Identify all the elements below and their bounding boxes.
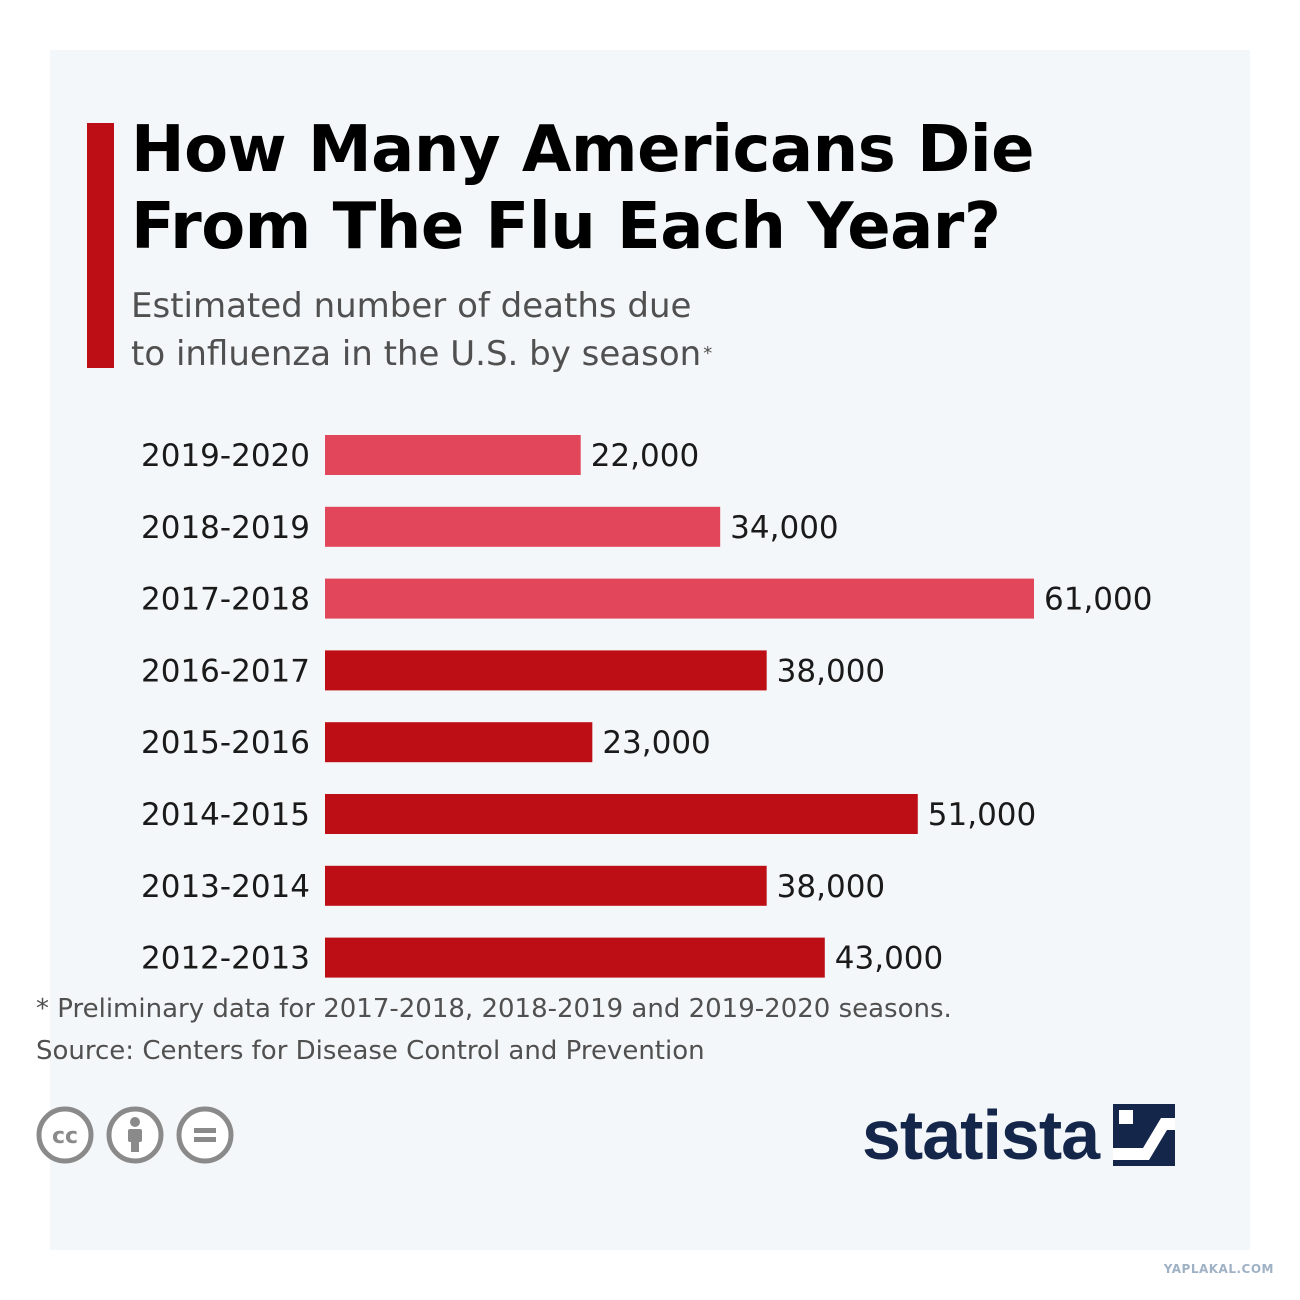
chart-subtitle: Estimated number of deaths due to influe… xyxy=(131,282,831,378)
chart-subtitle-line-2: to influenza in the U.S. by season * xyxy=(131,330,831,378)
category-label: 2019-2020 xyxy=(141,438,310,474)
statista-logo[interactable]: statista xyxy=(862,1096,1176,1174)
footnote-block: * Preliminary data for 2017-2018, 2018-2… xyxy=(36,988,952,1072)
category-label: 2013-2014 xyxy=(141,869,310,905)
chart-title-line-2: From The Flu Each Year? xyxy=(131,190,1001,264)
cc-icon[interactable]: cc xyxy=(36,1106,94,1164)
value-label: 61,000 xyxy=(1044,582,1152,618)
infographic-card: How Many Americans Die From The Flu Each… xyxy=(50,50,1250,1250)
svg-text:cc: cc xyxy=(52,1124,78,1149)
license-icons: cc xyxy=(36,1106,234,1164)
statista-logo-icon xyxy=(1113,1104,1176,1166)
value-label: 51,000 xyxy=(928,797,1036,833)
statista-wordmark: statista xyxy=(862,1096,1100,1174)
watermark: YAPLAKAL.COM xyxy=(1163,1262,1274,1276)
category-label: 2018-2019 xyxy=(141,510,310,546)
footnote-text: * Preliminary data for 2017-2018, 2018-2… xyxy=(36,994,952,1024)
source-text: Source: Centers for Disease Control and … xyxy=(36,1036,705,1066)
value-label: 38,000 xyxy=(777,869,885,905)
value-label: 43,000 xyxy=(835,941,943,977)
value-label: 38,000 xyxy=(777,653,885,689)
bar-2013-2014 xyxy=(325,865,767,906)
title-accent-bar xyxy=(87,123,114,368)
category-label: 2016-2017 xyxy=(141,653,310,689)
category-label: 2015-2016 xyxy=(141,725,310,761)
subtitle-asterisk: * xyxy=(703,343,713,364)
bar-2018-2019 xyxy=(325,506,721,547)
bar-2016-2017 xyxy=(325,650,767,691)
attribution-icon[interactable] xyxy=(106,1106,164,1164)
value-label: 34,000 xyxy=(730,510,838,546)
bar-2014-2015 xyxy=(325,794,918,834)
no-derivatives-icon[interactable] xyxy=(176,1106,234,1164)
value-label: 23,000 xyxy=(602,725,710,761)
chart-title-line-1: How Many Americans Die xyxy=(131,113,1035,187)
category-label: 2012-2013 xyxy=(141,941,310,977)
chart-title: How Many Americans Die From The Flu Each… xyxy=(131,112,1211,266)
chart-subtitle-line-2-text: to influenza in the U.S. by season xyxy=(131,334,702,374)
bar-2017-2018 xyxy=(325,578,1034,619)
bar-2019-2020 xyxy=(325,435,581,475)
bar-2015-2016 xyxy=(325,722,593,763)
chart-subtitle-line-1: Estimated number of deaths due xyxy=(131,286,692,326)
category-label: 2017-2018 xyxy=(141,582,310,618)
category-label: 2014-2015 xyxy=(141,797,310,833)
value-label: 22,000 xyxy=(591,438,699,474)
bar-2012-2013 xyxy=(325,937,825,978)
